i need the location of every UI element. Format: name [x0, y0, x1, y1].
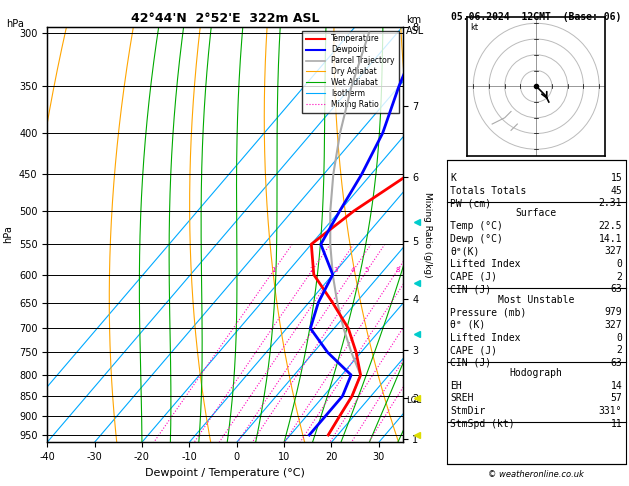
- Text: 11: 11: [611, 418, 622, 429]
- Text: LCL: LCL: [406, 396, 421, 405]
- Text: Hodograph: Hodograph: [509, 368, 563, 378]
- Text: 15: 15: [611, 173, 622, 183]
- Text: 8: 8: [395, 267, 399, 274]
- Text: θᵉ(K): θᵉ(K): [450, 246, 479, 257]
- Text: 1: 1: [272, 267, 276, 274]
- Text: 05.06.2024  12GMT  (Base: 06): 05.06.2024 12GMT (Base: 06): [451, 12, 621, 22]
- Text: PW (cm): PW (cm): [450, 198, 491, 208]
- Text: km
ASL: km ASL: [406, 15, 424, 36]
- Text: StmSpd (kt): StmSpd (kt): [450, 418, 515, 429]
- Text: 4: 4: [351, 267, 355, 274]
- Text: 22.5: 22.5: [599, 221, 622, 231]
- Text: hPa: hPa: [6, 19, 24, 30]
- Text: 5: 5: [365, 267, 369, 274]
- Text: 63: 63: [611, 284, 622, 295]
- Text: 2: 2: [310, 267, 314, 274]
- Text: Temp (°C): Temp (°C): [450, 221, 503, 231]
- Text: 14: 14: [611, 381, 622, 391]
- Text: EH: EH: [450, 381, 462, 391]
- Text: 327: 327: [604, 246, 622, 257]
- Text: 2: 2: [616, 345, 622, 355]
- Text: 0: 0: [616, 332, 622, 343]
- Text: 0: 0: [616, 259, 622, 269]
- Text: 979: 979: [604, 307, 622, 317]
- Text: Lifted Index: Lifted Index: [450, 259, 521, 269]
- Text: 45: 45: [611, 186, 622, 196]
- Text: CAPE (J): CAPE (J): [450, 272, 497, 282]
- Text: CAPE (J): CAPE (J): [450, 345, 497, 355]
- Text: StmDir: StmDir: [450, 406, 486, 416]
- Text: Most Unstable: Most Unstable: [498, 295, 574, 305]
- Text: 327: 327: [604, 320, 622, 330]
- Text: 63: 63: [611, 358, 622, 368]
- Text: 42°44'N  2°52'E  322m ASL: 42°44'N 2°52'E 322m ASL: [131, 12, 319, 25]
- Y-axis label: hPa: hPa: [3, 226, 13, 243]
- Text: kt: kt: [470, 23, 478, 32]
- Text: θᵉ (K): θᵉ (K): [450, 320, 486, 330]
- Text: 57: 57: [611, 393, 622, 403]
- Text: CIN (J): CIN (J): [450, 358, 491, 368]
- X-axis label: Dewpoint / Temperature (°C): Dewpoint / Temperature (°C): [145, 468, 305, 478]
- Text: © weatheronline.co.uk: © weatheronline.co.uk: [488, 469, 584, 479]
- Text: K: K: [450, 173, 456, 183]
- Text: Surface: Surface: [516, 208, 557, 219]
- Text: 2.31: 2.31: [599, 198, 622, 208]
- Text: SREH: SREH: [450, 393, 474, 403]
- Text: 14.1: 14.1: [599, 234, 622, 244]
- Text: Totals Totals: Totals Totals: [450, 186, 526, 196]
- Text: 3: 3: [333, 267, 338, 274]
- Legend: Temperature, Dewpoint, Parcel Trajectory, Dry Adiabat, Wet Adiabat, Isotherm, Mi: Temperature, Dewpoint, Parcel Trajectory…: [303, 31, 399, 113]
- Text: CIN (J): CIN (J): [450, 284, 491, 295]
- Text: Pressure (mb): Pressure (mb): [450, 307, 526, 317]
- Text: Dewp (°C): Dewp (°C): [450, 234, 503, 244]
- Text: 331°: 331°: [599, 406, 622, 416]
- Text: Lifted Index: Lifted Index: [450, 332, 521, 343]
- Y-axis label: Mixing Ratio (g/kg): Mixing Ratio (g/kg): [423, 191, 432, 278]
- Text: 2: 2: [616, 272, 622, 282]
